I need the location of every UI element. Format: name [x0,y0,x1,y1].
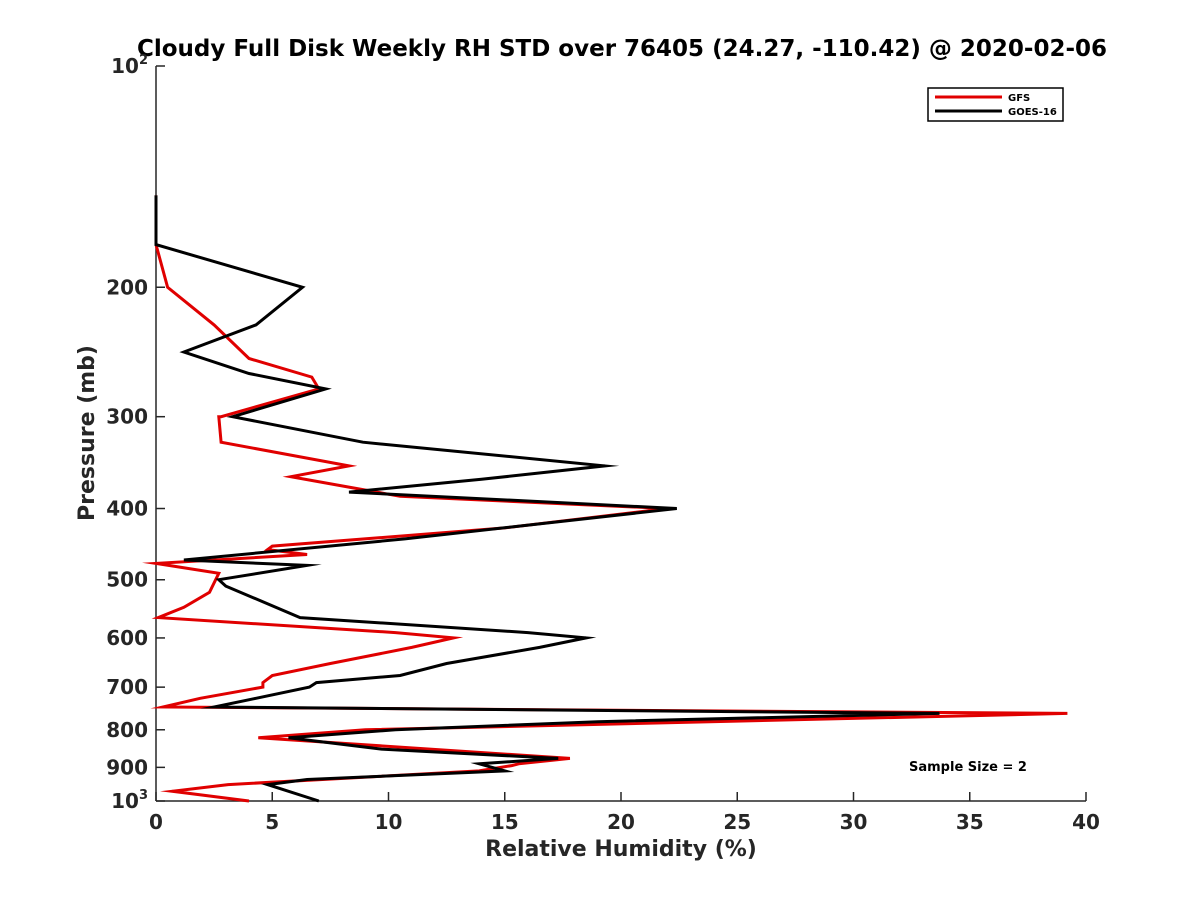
x-ticks: 0 5 10 15 20 25 30 35 40 [149,792,1100,834]
y-tick-label: 102 [111,53,148,78]
y-axis-label: Pressure (mb) [75,345,100,521]
y-tick-label: 700 [106,675,148,699]
x-tick-label: 10 [375,810,403,834]
x-tick-label: 25 [723,810,751,834]
y-tick-label: 800 [106,718,148,742]
y-tick-label: 900 [106,755,148,779]
x-tick-label: 15 [491,810,519,834]
y-tick-label: 200 [106,275,148,299]
series-layer [142,195,1068,803]
sample-size-annotation: Sample Size = 2 [909,760,1027,775]
x-tick-label: 35 [956,810,984,834]
x-tick-label: 20 [607,810,635,834]
y-tick-label: 600 [106,626,148,650]
x-tick-label: 5 [265,810,279,834]
y-tick-label: 500 [106,568,148,592]
y-tick-label: 103 [111,788,148,813]
legend-label-gfs: GFS [1008,93,1030,104]
legend-label-goes16: GOES-16 [1008,107,1057,118]
y-tick-label: 300 [106,405,148,429]
legend-box [927,87,1064,122]
legend: GFS GOES-16 [927,87,1064,122]
y-ticks: 102 200 300 400 500 600 700 800 900 103 [106,53,165,813]
x-tick-label: 30 [840,810,868,834]
x-tick-label: 0 [149,810,163,834]
chart-title: Cloudy Full Disk Weekly RH STD over 7640… [137,36,1107,62]
y-tick-label: 400 [106,497,148,521]
x-tick-label: 40 [1072,810,1100,834]
series-line-goes16 [154,195,940,803]
x-axis-label: Relative Humidity (%) [485,837,757,862]
